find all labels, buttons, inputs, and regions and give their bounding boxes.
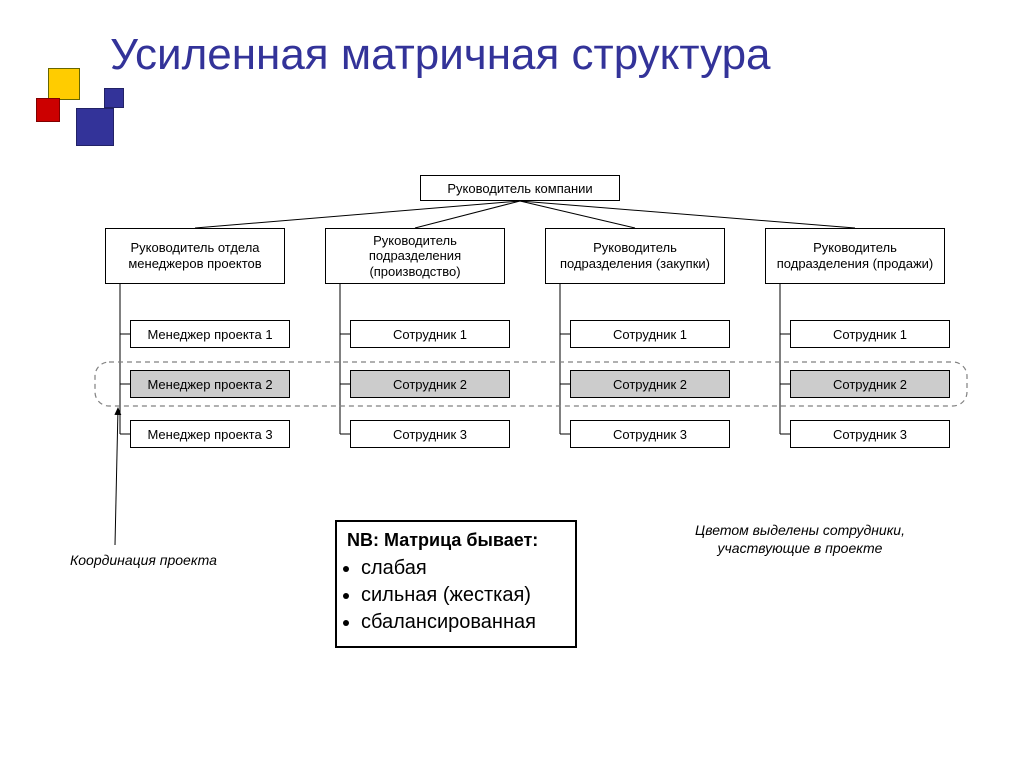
annotation-coordination: Координация проекта	[70, 552, 217, 570]
node-dept-1: Руководитель отдела менеджеров проектов	[105, 228, 285, 284]
node-c4r1: Сотрудник 1	[790, 320, 950, 348]
decor-square-red	[36, 98, 60, 122]
decor-square-blue-large	[76, 108, 114, 146]
legend-title: NB: Матрица бывает:	[347, 530, 565, 551]
node-c1r3: Менеджер проекта 3	[130, 420, 290, 448]
legend-box: NB: Матрица бывает: слабая сильная (жест…	[335, 520, 577, 648]
decor-square-yellow	[48, 68, 80, 100]
node-c1r1: Менеджер проекта 1	[130, 320, 290, 348]
node-c3r3: Сотрудник 3	[570, 420, 730, 448]
node-c2r1: Сотрудник 1	[350, 320, 510, 348]
page-title: Усиленная матричная структура	[110, 30, 771, 81]
highlight-note: Цветом выделены сотрудники, участвующие …	[660, 522, 940, 557]
node-dept-3: Руководитель подразделения (закупки)	[545, 228, 725, 284]
legend-item-1: слабая	[361, 555, 565, 582]
legend-item-3: сбалансированная	[361, 609, 565, 636]
node-c4r2: Сотрудник 2	[790, 370, 950, 398]
node-c2r3: Сотрудник 3	[350, 420, 510, 448]
node-c4r3: Сотрудник 3	[790, 420, 950, 448]
node-dept-2: Руководитель подразделения (производство…	[325, 228, 505, 284]
node-c2r2: Сотрудник 2	[350, 370, 510, 398]
highlight-note-line2: участвующие в проекте	[718, 540, 883, 556]
node-c3r1: Сотрудник 1	[570, 320, 730, 348]
node-c3r2: Сотрудник 2	[570, 370, 730, 398]
legend-list: слабая сильная (жесткая) сбалансированна…	[347, 555, 565, 636]
node-root: Руководитель компании	[420, 175, 620, 201]
decor-square-blue-small	[104, 88, 124, 108]
highlight-note-line1: Цветом выделены сотрудники,	[695, 522, 905, 538]
node-c1r2: Менеджер проекта 2	[130, 370, 290, 398]
node-dept-4: Руководитель подразделения (продажи)	[765, 228, 945, 284]
legend-item-2: сильная (жесткая)	[361, 582, 565, 609]
